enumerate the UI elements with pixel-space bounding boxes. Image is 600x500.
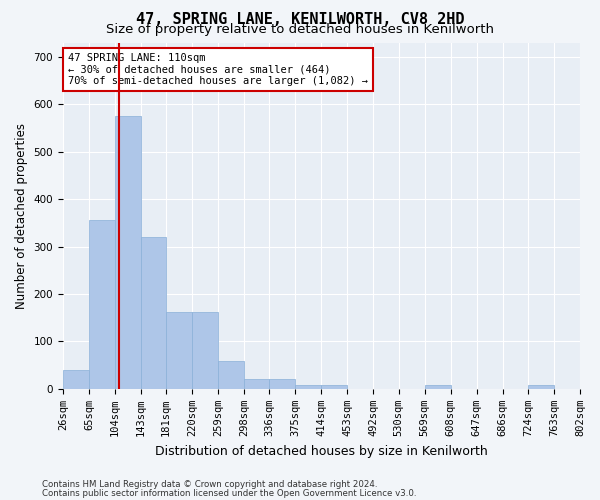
Bar <box>192 312 218 389</box>
Text: Contains public sector information licensed under the Open Government Licence v3: Contains public sector information licen… <box>42 488 416 498</box>
Bar <box>244 380 269 389</box>
Bar <box>218 362 244 389</box>
X-axis label: Distribution of detached houses by size in Kenilworth: Distribution of detached houses by size … <box>155 444 488 458</box>
Text: Contains HM Land Registry data © Crown copyright and database right 2024.: Contains HM Land Registry data © Crown c… <box>42 480 377 489</box>
Text: 47 SPRING LANE: 110sqm
← 30% of detached houses are smaller (464)
70% of semi-de: 47 SPRING LANE: 110sqm ← 30% of detached… <box>68 53 368 86</box>
Bar <box>295 384 322 389</box>
Bar <box>269 380 295 389</box>
Bar <box>89 220 115 389</box>
Y-axis label: Number of detached properties: Number of detached properties <box>15 122 28 308</box>
Bar <box>141 237 166 389</box>
Text: 47, SPRING LANE, KENILWORTH, CV8 2HD: 47, SPRING LANE, KENILWORTH, CV8 2HD <box>136 12 464 26</box>
Bar <box>425 384 451 389</box>
Bar <box>322 384 347 389</box>
Text: Size of property relative to detached houses in Kenilworth: Size of property relative to detached ho… <box>106 22 494 36</box>
Bar <box>528 384 554 389</box>
Bar <box>63 370 89 389</box>
Bar <box>115 116 141 389</box>
Bar <box>166 312 192 389</box>
